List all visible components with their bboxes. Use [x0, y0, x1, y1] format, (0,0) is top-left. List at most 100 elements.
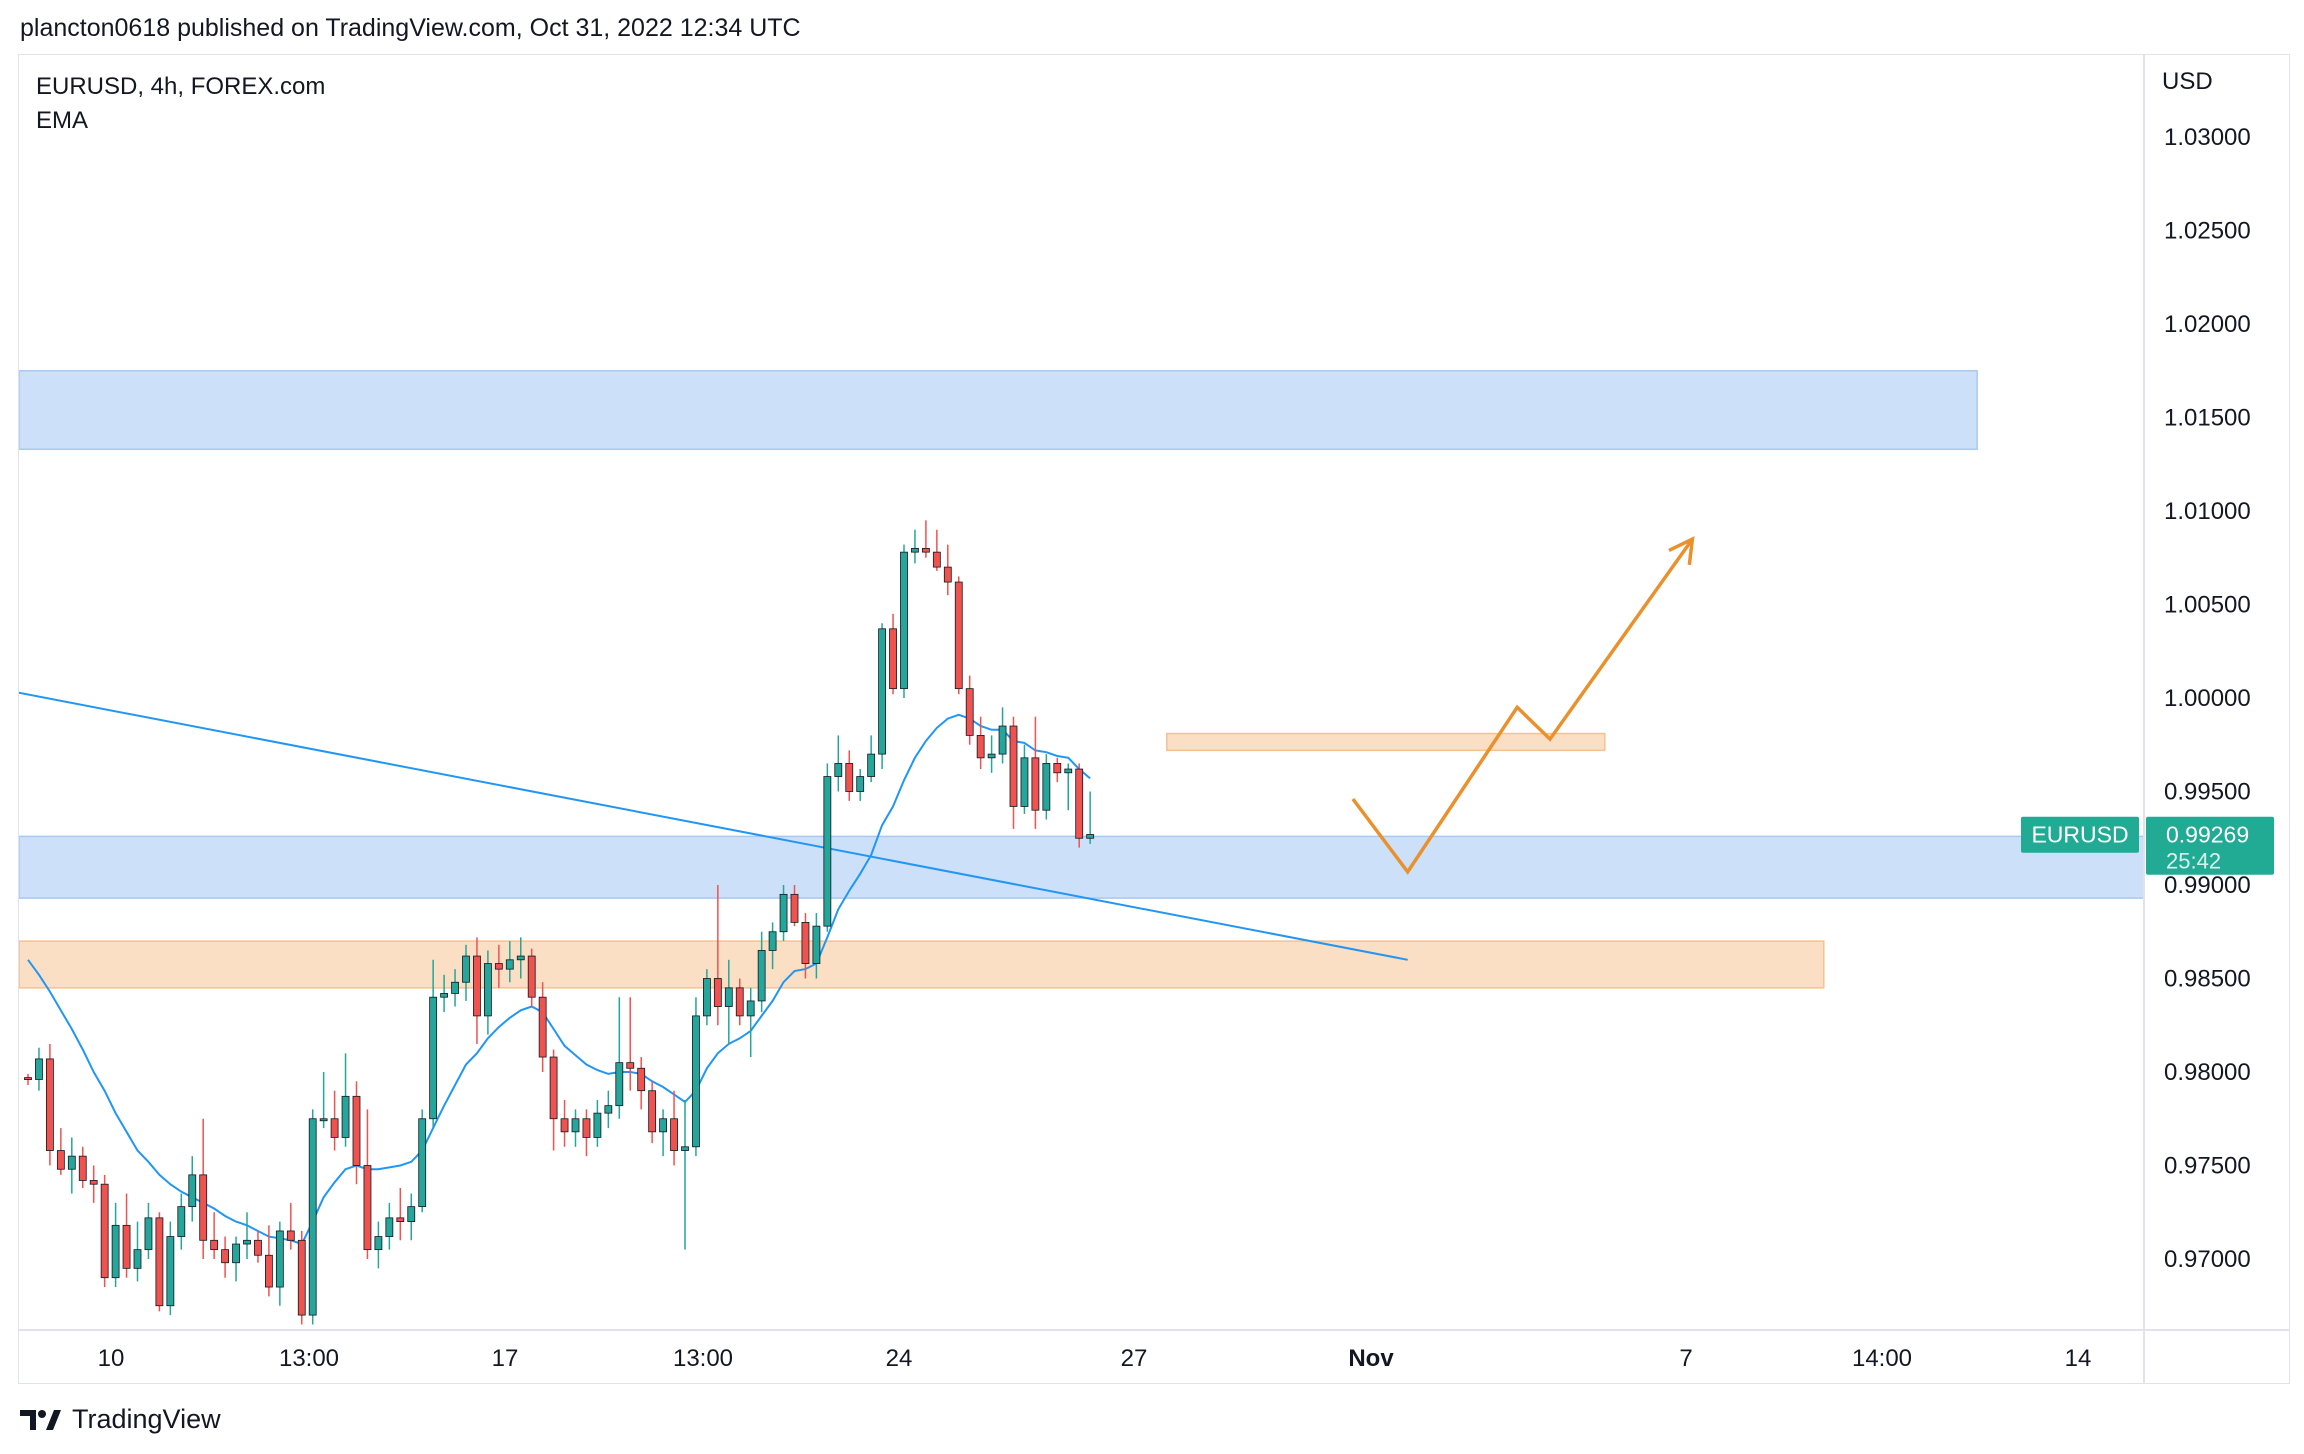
price-tick-label: 1.02000	[2164, 311, 2251, 338]
candle	[549, 1049, 558, 1151]
demand-zone-orange-3	[1166, 732, 1606, 752]
candle	[1020, 744, 1029, 814]
candle	[889, 613, 897, 695]
price-badge-bg	[2146, 816, 2274, 875]
candle	[779, 885, 788, 942]
candle	[505, 941, 514, 983]
candle-body	[922, 548, 930, 553]
candle-body	[845, 763, 854, 792]
candle-body	[801, 922, 810, 964]
candle-body	[199, 1174, 208, 1241]
candle-body	[834, 763, 843, 777]
candle	[319, 1072, 328, 1129]
candle-body	[889, 628, 897, 690]
candle-body	[418, 1118, 427, 1208]
candle	[122, 1193, 131, 1278]
last-price-symbol-badge: EURUSD	[2021, 816, 2139, 853]
candle-body	[396, 1217, 405, 1222]
candle	[943, 544, 952, 596]
candle	[735, 978, 744, 1026]
candle-body	[932, 551, 941, 568]
candle-body	[976, 735, 985, 759]
support-resistance-zone-blue-0	[19, 370, 1978, 451]
candle-body	[494, 963, 503, 970]
candle	[593, 1100, 602, 1147]
candle	[264, 1225, 273, 1297]
candle	[451, 969, 459, 1007]
candle-body	[363, 1165, 372, 1251]
candle	[133, 1221, 142, 1282]
candle	[462, 944, 470, 1001]
currency-label: USD	[2162, 68, 2213, 95]
candle-body	[89, 1180, 98, 1185]
candle	[703, 969, 711, 1026]
candle	[24, 1073, 32, 1086]
candle	[374, 1221, 383, 1269]
candle	[538, 982, 547, 1072]
bar-countdown: 25:42	[2166, 849, 2221, 874]
candle	[330, 1090, 339, 1151]
candle-body	[483, 963, 492, 1017]
candle-body	[35, 1058, 43, 1080]
candle	[856, 769, 865, 801]
candle	[483, 950, 492, 1035]
candle	[1075, 763, 1084, 848]
candle-body	[659, 1118, 667, 1133]
time-tick-label: 13:00	[279, 1345, 339, 1372]
candle-body	[527, 955, 536, 998]
candle-body	[100, 1183, 109, 1279]
candle	[363, 1109, 372, 1259]
candle-body	[1053, 763, 1062, 774]
price-axis: USD 1.03000 1.02500 1.02000 1.01500 1.01000 1.…	[2162, 68, 2251, 1273]
candle	[473, 937, 481, 1044]
time-axis: 10 13:00 17 13:00 24 27 Nov 7 14:00 14	[98, 1345, 2092, 1372]
candle	[396, 1187, 405, 1241]
time-tick-label: 24	[886, 1345, 913, 1372]
price-tick-label: 0.98000	[2164, 1059, 2251, 1086]
candle-body	[768, 931, 777, 951]
candle-body	[264, 1254, 273, 1288]
candle-body	[692, 1015, 700, 1148]
candle-body	[516, 955, 525, 961]
candle	[670, 1090, 678, 1166]
time-tick-label: 7	[1679, 1345, 1692, 1372]
price-tick-label: 0.98500	[2164, 966, 2251, 993]
candle-body	[177, 1206, 186, 1237]
candle	[746, 987, 755, 1058]
candle	[407, 1193, 416, 1241]
footer-brand[interactable]: TradingView	[20, 1404, 221, 1435]
candle-body	[735, 987, 744, 1017]
candle-body	[746, 1000, 755, 1017]
time-tick-label: 17	[492, 1345, 519, 1372]
candle-body	[188, 1174, 197, 1208]
time-tick-label: 27	[1121, 1345, 1148, 1372]
candle-body	[275, 1230, 284, 1288]
candle	[144, 1202, 153, 1259]
candle-body	[352, 1095, 361, 1166]
candle-body	[670, 1118, 678, 1151]
candle	[724, 959, 733, 1044]
candle	[100, 1174, 109, 1288]
candle-body	[878, 628, 886, 755]
candle	[801, 913, 810, 979]
candle-body	[1031, 757, 1040, 811]
candle-body	[911, 548, 919, 553]
price-tick-label: 1.00500	[2164, 592, 2251, 619]
candle	[429, 959, 438, 1129]
candle	[900, 544, 908, 698]
symbol-info[interactable]: EURUSD, 4h, FOREX.com	[36, 73, 326, 100]
candle	[440, 974, 449, 1013]
candle-body	[615, 1062, 624, 1107]
candle	[527, 948, 536, 1007]
candle	[210, 1212, 219, 1259]
candle-body	[221, 1249, 230, 1264]
indicator-label[interactable]: EMA	[36, 107, 89, 134]
time-tick-label: 14	[2065, 1345, 2092, 1372]
trendline	[19, 691, 1408, 961]
candle-body	[724, 987, 733, 1007]
candle-body	[943, 566, 952, 583]
candle	[823, 763, 832, 932]
candle	[998, 707, 1007, 764]
candle-body	[582, 1118, 591, 1138]
